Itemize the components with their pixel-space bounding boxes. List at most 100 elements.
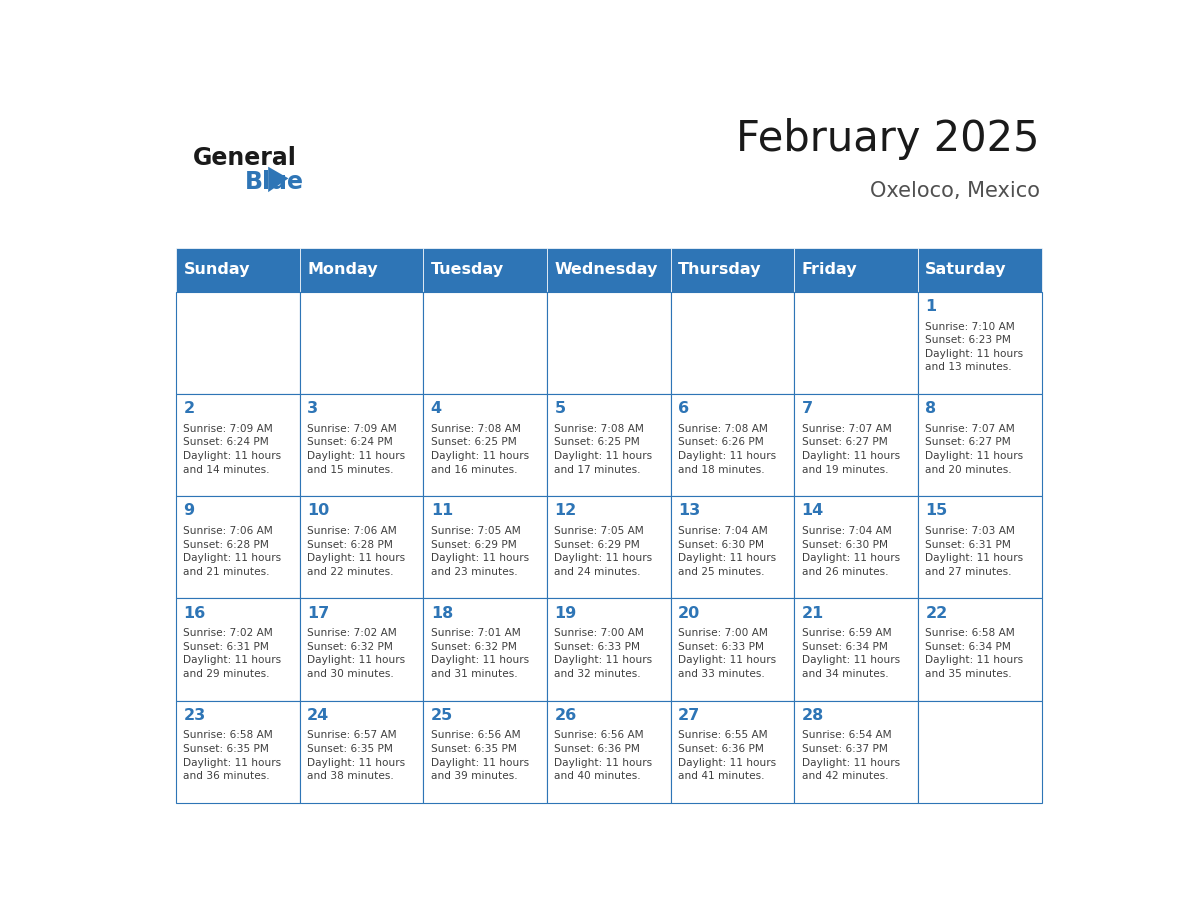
Text: 28: 28 — [802, 708, 824, 722]
Bar — [795, 599, 918, 700]
Text: February 2025: February 2025 — [737, 118, 1040, 160]
Bar — [795, 497, 918, 599]
Bar — [299, 248, 423, 292]
Bar — [423, 292, 546, 394]
Text: 6: 6 — [678, 401, 689, 416]
Text: 20: 20 — [678, 606, 700, 621]
Text: Sunrise: 6:56 AM
Sunset: 6:35 PM
Daylight: 11 hours
and 39 minutes.: Sunrise: 6:56 AM Sunset: 6:35 PM Dayligh… — [431, 731, 529, 781]
Text: 3: 3 — [308, 401, 318, 416]
Bar — [795, 394, 918, 497]
Bar — [546, 700, 671, 803]
Bar — [546, 248, 671, 292]
Text: Sunrise: 6:58 AM
Sunset: 6:34 PM
Daylight: 11 hours
and 35 minutes.: Sunrise: 6:58 AM Sunset: 6:34 PM Dayligh… — [925, 628, 1023, 679]
Bar — [176, 599, 299, 700]
Text: Monday: Monday — [308, 263, 378, 277]
Bar — [671, 394, 795, 497]
Bar — [918, 599, 1042, 700]
Bar — [176, 497, 299, 599]
Bar — [176, 394, 299, 497]
Text: Sunrise: 6:54 AM
Sunset: 6:37 PM
Daylight: 11 hours
and 42 minutes.: Sunrise: 6:54 AM Sunset: 6:37 PM Dayligh… — [802, 731, 899, 781]
Bar — [176, 248, 299, 292]
Bar — [299, 700, 423, 803]
Bar — [546, 497, 671, 599]
Text: 10: 10 — [308, 503, 329, 519]
Bar — [671, 497, 795, 599]
Text: General: General — [192, 146, 297, 170]
Bar — [918, 248, 1042, 292]
Text: Sunrise: 7:07 AM
Sunset: 6:27 PM
Daylight: 11 hours
and 19 minutes.: Sunrise: 7:07 AM Sunset: 6:27 PM Dayligh… — [802, 424, 899, 475]
Text: 18: 18 — [431, 606, 453, 621]
Text: Sunrise: 7:02 AM
Sunset: 6:31 PM
Daylight: 11 hours
and 29 minutes.: Sunrise: 7:02 AM Sunset: 6:31 PM Dayligh… — [183, 628, 282, 679]
Text: Sunrise: 7:02 AM
Sunset: 6:32 PM
Daylight: 11 hours
and 30 minutes.: Sunrise: 7:02 AM Sunset: 6:32 PM Dayligh… — [308, 628, 405, 679]
Text: Sunrise: 7:05 AM
Sunset: 6:29 PM
Daylight: 11 hours
and 24 minutes.: Sunrise: 7:05 AM Sunset: 6:29 PM Dayligh… — [555, 526, 652, 577]
Text: Sunrise: 7:03 AM
Sunset: 6:31 PM
Daylight: 11 hours
and 27 minutes.: Sunrise: 7:03 AM Sunset: 6:31 PM Dayligh… — [925, 526, 1023, 577]
Text: 27: 27 — [678, 708, 700, 722]
Text: Sunrise: 7:00 AM
Sunset: 6:33 PM
Daylight: 11 hours
and 32 minutes.: Sunrise: 7:00 AM Sunset: 6:33 PM Dayligh… — [555, 628, 652, 679]
Bar — [918, 497, 1042, 599]
Bar — [795, 248, 918, 292]
Text: Sunrise: 7:08 AM
Sunset: 6:26 PM
Daylight: 11 hours
and 18 minutes.: Sunrise: 7:08 AM Sunset: 6:26 PM Dayligh… — [678, 424, 776, 475]
Bar — [671, 599, 795, 700]
Text: 1: 1 — [925, 299, 936, 314]
Text: 23: 23 — [183, 708, 206, 722]
Bar — [546, 394, 671, 497]
Text: 22: 22 — [925, 606, 948, 621]
Text: 25: 25 — [431, 708, 453, 722]
Text: 21: 21 — [802, 606, 824, 621]
Bar — [299, 394, 423, 497]
Bar — [299, 497, 423, 599]
Text: 17: 17 — [308, 606, 329, 621]
Bar — [671, 248, 795, 292]
Bar — [423, 599, 546, 700]
Text: Sunrise: 6:57 AM
Sunset: 6:35 PM
Daylight: 11 hours
and 38 minutes.: Sunrise: 6:57 AM Sunset: 6:35 PM Dayligh… — [308, 731, 405, 781]
Text: 15: 15 — [925, 503, 948, 519]
Text: Sunrise: 7:05 AM
Sunset: 6:29 PM
Daylight: 11 hours
and 23 minutes.: Sunrise: 7:05 AM Sunset: 6:29 PM Dayligh… — [431, 526, 529, 577]
Bar — [795, 700, 918, 803]
Text: Sunrise: 7:08 AM
Sunset: 6:25 PM
Daylight: 11 hours
and 17 minutes.: Sunrise: 7:08 AM Sunset: 6:25 PM Dayligh… — [555, 424, 652, 475]
Text: 12: 12 — [555, 503, 576, 519]
Text: Saturday: Saturday — [925, 263, 1006, 277]
Text: Thursday: Thursday — [678, 263, 762, 277]
Text: Sunrise: 7:09 AM
Sunset: 6:24 PM
Daylight: 11 hours
and 14 minutes.: Sunrise: 7:09 AM Sunset: 6:24 PM Dayligh… — [183, 424, 282, 475]
Bar — [671, 700, 795, 803]
Text: 19: 19 — [555, 606, 576, 621]
Text: 13: 13 — [678, 503, 700, 519]
Text: Sunday: Sunday — [183, 263, 249, 277]
Bar — [918, 292, 1042, 394]
Text: Sunrise: 6:56 AM
Sunset: 6:36 PM
Daylight: 11 hours
and 40 minutes.: Sunrise: 6:56 AM Sunset: 6:36 PM Dayligh… — [555, 731, 652, 781]
Text: Blue: Blue — [245, 170, 304, 194]
Bar — [546, 292, 671, 394]
Text: Sunrise: 7:10 AM
Sunset: 6:23 PM
Daylight: 11 hours
and 13 minutes.: Sunrise: 7:10 AM Sunset: 6:23 PM Dayligh… — [925, 321, 1023, 373]
Text: 4: 4 — [431, 401, 442, 416]
Bar — [918, 700, 1042, 803]
Bar — [299, 599, 423, 700]
Polygon shape — [268, 167, 289, 192]
Text: Sunrise: 7:08 AM
Sunset: 6:25 PM
Daylight: 11 hours
and 16 minutes.: Sunrise: 7:08 AM Sunset: 6:25 PM Dayligh… — [431, 424, 529, 475]
Text: 24: 24 — [308, 708, 329, 722]
Bar — [918, 394, 1042, 497]
Text: Sunrise: 7:06 AM
Sunset: 6:28 PM
Daylight: 11 hours
and 22 minutes.: Sunrise: 7:06 AM Sunset: 6:28 PM Dayligh… — [308, 526, 405, 577]
Text: Sunrise: 7:00 AM
Sunset: 6:33 PM
Daylight: 11 hours
and 33 minutes.: Sunrise: 7:00 AM Sunset: 6:33 PM Dayligh… — [678, 628, 776, 679]
Text: 5: 5 — [555, 401, 565, 416]
Text: 14: 14 — [802, 503, 824, 519]
Text: Sunrise: 7:01 AM
Sunset: 6:32 PM
Daylight: 11 hours
and 31 minutes.: Sunrise: 7:01 AM Sunset: 6:32 PM Dayligh… — [431, 628, 529, 679]
Text: 8: 8 — [925, 401, 936, 416]
Text: Oxeloco, Mexico: Oxeloco, Mexico — [870, 181, 1040, 201]
Text: Wednesday: Wednesday — [555, 263, 658, 277]
Bar — [671, 292, 795, 394]
Text: Sunrise: 7:04 AM
Sunset: 6:30 PM
Daylight: 11 hours
and 25 minutes.: Sunrise: 7:04 AM Sunset: 6:30 PM Dayligh… — [678, 526, 776, 577]
Text: 16: 16 — [183, 606, 206, 621]
Text: Sunrise: 6:59 AM
Sunset: 6:34 PM
Daylight: 11 hours
and 34 minutes.: Sunrise: 6:59 AM Sunset: 6:34 PM Dayligh… — [802, 628, 899, 679]
Text: Sunrise: 7:04 AM
Sunset: 6:30 PM
Daylight: 11 hours
and 26 minutes.: Sunrise: 7:04 AM Sunset: 6:30 PM Dayligh… — [802, 526, 899, 577]
Bar — [423, 248, 546, 292]
Text: Sunrise: 7:09 AM
Sunset: 6:24 PM
Daylight: 11 hours
and 15 minutes.: Sunrise: 7:09 AM Sunset: 6:24 PM Dayligh… — [308, 424, 405, 475]
Text: 2: 2 — [183, 401, 195, 416]
Bar — [546, 599, 671, 700]
Text: 26: 26 — [555, 708, 576, 722]
Bar — [176, 292, 299, 394]
Bar — [423, 700, 546, 803]
Text: 11: 11 — [431, 503, 453, 519]
Text: Friday: Friday — [802, 263, 858, 277]
Bar — [176, 700, 299, 803]
Text: 9: 9 — [183, 503, 195, 519]
